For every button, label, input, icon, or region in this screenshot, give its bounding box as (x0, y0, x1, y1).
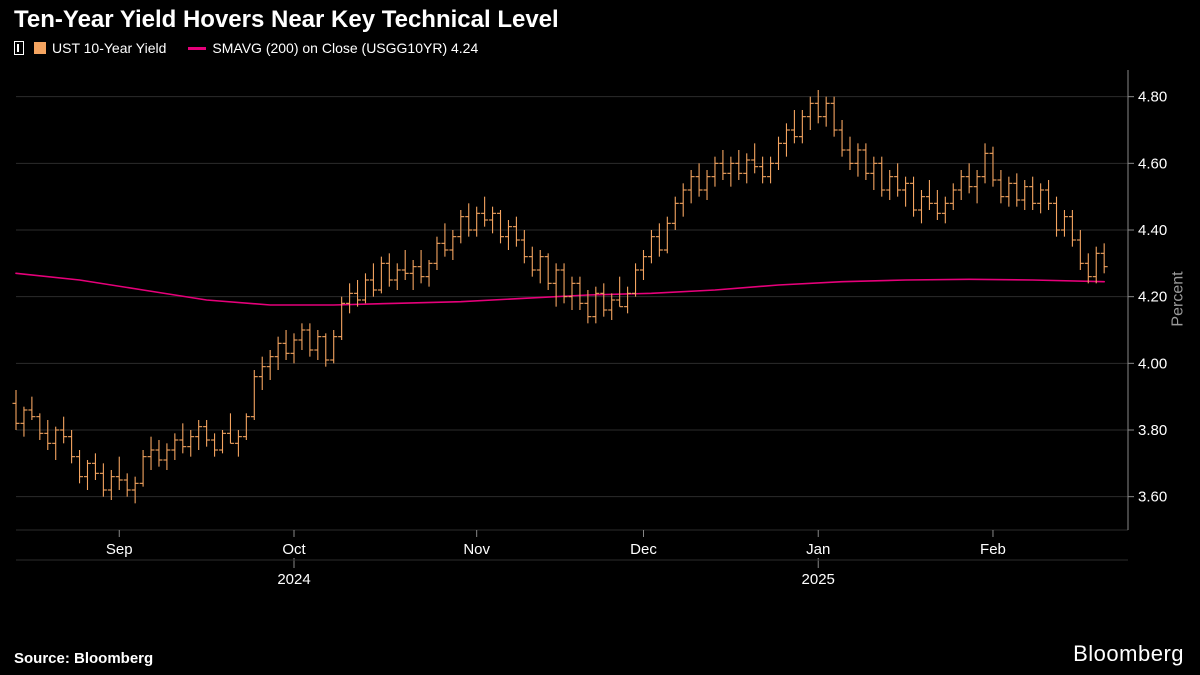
svg-text:Jan: Jan (806, 541, 830, 558)
svg-text:4.00: 4.00 (1138, 355, 1167, 372)
chart-plot-area: 3.60 3.80 4.00 4.20 4.40 4.60 4.80 Sep Oct Nov Dec… (8, 60, 1192, 608)
svg-text:2024: 2024 (277, 571, 310, 588)
svg-text:2025: 2025 (802, 571, 835, 588)
svg-text:4.20: 4.20 (1138, 289, 1167, 306)
svg-text:4.40: 4.40 (1138, 222, 1167, 239)
legend-handle-icon (14, 41, 24, 55)
chart-svg: 3.60 3.80 4.00 4.20 4.40 4.60 4.80 Sep Oct Nov Dec… (8, 60, 1192, 608)
svg-text:Oct: Oct (282, 541, 306, 558)
svg-text:4.80: 4.80 (1138, 89, 1167, 106)
brand-logo: Bloomberg (1073, 641, 1184, 667)
svg-text:Sep: Sep (106, 541, 133, 558)
chart-container: Ten-Year Yield Hovers Near Key Technical… (0, 0, 1200, 675)
svg-text:3.60: 3.60 (1138, 489, 1167, 506)
legend-swatch-ohlc (34, 42, 46, 54)
source-footer: Source: Bloomberg (14, 650, 153, 667)
svg-text:3.80: 3.80 (1138, 422, 1167, 439)
legend: UST 10-Year Yield SMAVG (200) on Close (… (14, 40, 478, 56)
svg-text:Feb: Feb (980, 541, 1006, 558)
svg-text:Nov: Nov (463, 541, 490, 558)
svg-text:Dec: Dec (630, 541, 657, 558)
svg-text:4.60: 4.60 (1138, 155, 1167, 172)
y-axis-label: Percent (1169, 271, 1187, 326)
legend-label-series2: SMAVG (200) on Close (USGG10YR) 4.24 (212, 40, 478, 56)
chart-title: Ten-Year Yield Hovers Near Key Technical… (14, 6, 559, 34)
legend-label-series1: UST 10-Year Yield (52, 40, 166, 56)
legend-swatch-smavg (188, 47, 206, 50)
